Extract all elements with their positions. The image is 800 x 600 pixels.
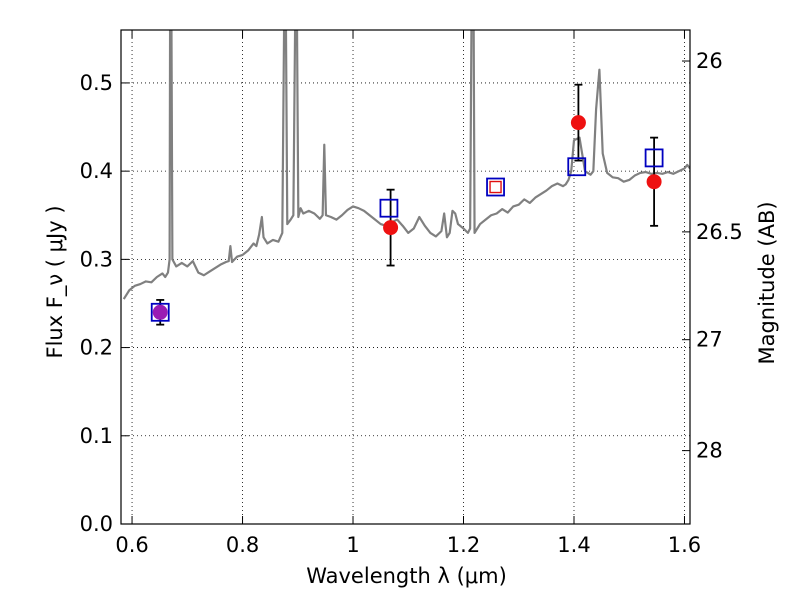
model-square — [567, 157, 587, 177]
y-tick-label: 0.4 — [80, 159, 113, 183]
spectrum-line — [122, 30, 690, 300]
y2-axis-title: Magnitude (AB) — [755, 201, 779, 364]
model-square-small — [489, 180, 502, 194]
grid-lines — [121, 30, 690, 525]
x-tick-label: 0.8 — [226, 533, 259, 557]
y-axis-title: Flux F_ν ( μJy ) — [43, 205, 68, 358]
model-square — [379, 198, 399, 218]
axis-ticks: 0.60.811.21.41.60.00.10.20.30.40.524.624… — [80, 30, 743, 557]
y-tick-label: 0.3 — [80, 247, 113, 271]
photometry-dot — [152, 304, 168, 320]
y2-tick-label: 26 — [696, 49, 723, 73]
x-tick-label: 0.6 — [115, 533, 148, 557]
model-square — [486, 177, 505, 197]
y2-tick-label: 27 — [696, 328, 723, 352]
x-tick-label: 1.6 — [668, 533, 701, 557]
x-axis-title: Wavelength λ (μm) — [306, 564, 507, 588]
y2-tick-label: 26.5 — [696, 220, 743, 244]
x-tick-label: 1.4 — [557, 533, 590, 557]
photometry-dot — [646, 174, 662, 190]
model-square — [150, 302, 170, 322]
y-tick-label: 0.5 — [80, 71, 113, 95]
model-square — [644, 148, 664, 168]
y-tick-label: 0.2 — [80, 336, 113, 360]
y-tick-label: 0.1 — [80, 424, 113, 448]
photometry-dot — [570, 115, 586, 131]
photometry-dot — [383, 220, 399, 236]
plot-frame — [120, 29, 691, 525]
y-tick-label: 0.0 — [80, 512, 113, 536]
y2-tick-label: 28 — [696, 439, 723, 463]
x-tick-label: 1.2 — [447, 533, 480, 557]
plot-area — [122, 30, 690, 326]
x-tick-label: 1 — [346, 533, 359, 557]
